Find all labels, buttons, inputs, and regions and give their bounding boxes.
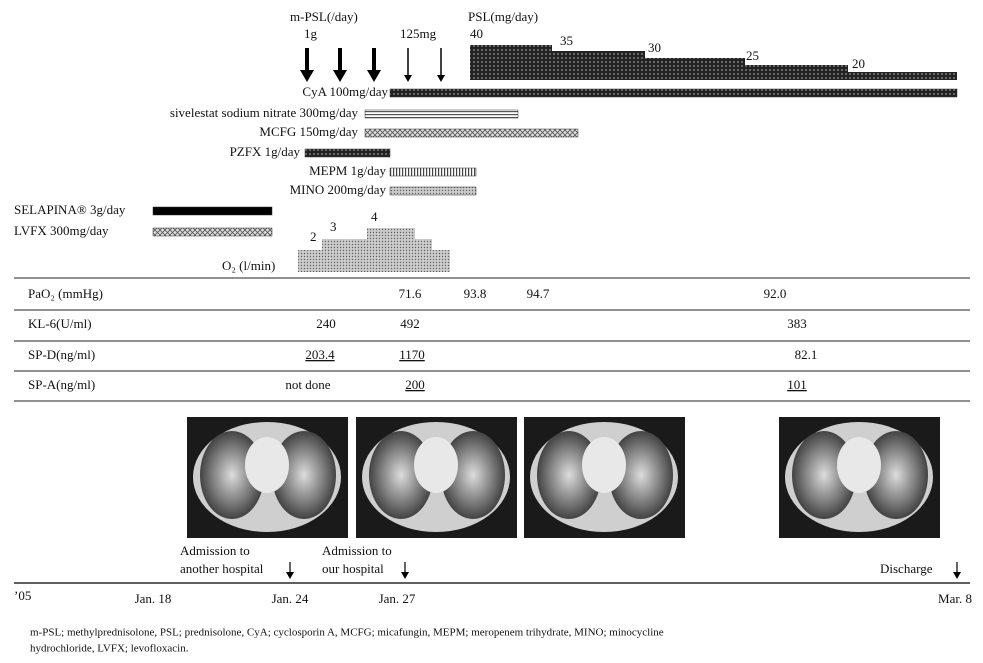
year: ’05 bbox=[14, 588, 31, 603]
treatment-bar bbox=[365, 129, 578, 137]
event-label: another hospital bbox=[180, 561, 264, 576]
psl-dose: 25 bbox=[746, 48, 759, 63]
date: Jan. 18 bbox=[135, 591, 172, 606]
event-label: Discharge bbox=[880, 561, 933, 576]
oxygen-level: 4 bbox=[371, 209, 378, 224]
oxygen-step bbox=[415, 239, 432, 272]
cell: 94.7 bbox=[527, 286, 550, 301]
treatment-bar bbox=[305, 149, 390, 157]
row-label: SP-A(ng/ml) bbox=[28, 377, 95, 392]
treatment-label: LVFX 300mg/day bbox=[14, 223, 109, 238]
cell: 203.4 bbox=[305, 347, 335, 362]
treatment-label: PZFX 1g/day bbox=[230, 144, 301, 159]
arrow-head bbox=[367, 70, 381, 82]
arrow-head bbox=[300, 70, 314, 82]
treatment-bar bbox=[390, 89, 957, 97]
event-label: Admission to bbox=[322, 543, 392, 558]
footnote: hydrochloride, LVFX; levofloxacin. bbox=[30, 643, 189, 655]
psl-dose: 40 bbox=[470, 26, 483, 41]
psl-bar bbox=[552, 51, 645, 80]
psl-dose: 20 bbox=[852, 56, 865, 71]
oxygen-label: O₂ (l/min) bbox=[222, 258, 275, 273]
cell: 93.8 bbox=[464, 286, 487, 301]
cell: 101 bbox=[787, 377, 807, 392]
cell: 92.0 bbox=[764, 286, 787, 301]
date: Mar. 8 bbox=[938, 591, 972, 606]
arrow-head bbox=[437, 75, 445, 82]
ct-heart bbox=[414, 437, 458, 493]
cell: 82.1 bbox=[795, 347, 818, 362]
cell: 1170 bbox=[399, 347, 425, 362]
treatment-label: MCFG 150mg/day bbox=[259, 124, 358, 139]
treatment-bar bbox=[153, 228, 272, 236]
arrow-head bbox=[333, 70, 347, 82]
date: Jan. 27 bbox=[379, 591, 416, 606]
cell: 71.6 bbox=[399, 286, 422, 301]
treatment-label: SELAPINA® 3g/day bbox=[14, 202, 126, 217]
arrow-head bbox=[401, 572, 409, 579]
oxygen-step bbox=[298, 250, 322, 272]
figure: m-PSL(/day) 1g 125mg PSL(mg/day) 40 35 30 25 20 C… bbox=[0, 0, 983, 663]
psl-label: PSL(mg/day) bbox=[468, 9, 538, 24]
footnote: m-PSL; methylprednisolone, PSL; predniso… bbox=[30, 627, 664, 639]
cell: 492 bbox=[400, 316, 420, 331]
event-label: our hospital bbox=[322, 561, 384, 576]
psl-bar bbox=[645, 58, 745, 80]
treatment-bar bbox=[365, 110, 518, 118]
psl-bar bbox=[470, 45, 552, 80]
row-label: KL-6(U/ml) bbox=[28, 316, 92, 331]
oxygen-level: 2 bbox=[310, 229, 317, 244]
oxygen-step bbox=[432, 250, 450, 272]
treatment-bar bbox=[390, 187, 476, 195]
mpsl-label: m-PSL(/day) bbox=[290, 9, 358, 24]
ct-heart bbox=[837, 437, 881, 493]
treatment-label: sivelestat sodium nitrate 300mg/day bbox=[170, 105, 359, 120]
treatment-label: MINO 200mg/day bbox=[290, 182, 387, 197]
cell: not done bbox=[285, 377, 330, 392]
event-label: Admission to bbox=[180, 543, 250, 558]
date: Jan. 24 bbox=[272, 591, 309, 606]
treatment-bar bbox=[153, 207, 272, 215]
treatment-label: CyA 100mg/day bbox=[302, 84, 388, 99]
mpsl-dose: 125mg bbox=[400, 26, 437, 41]
treatment-bar bbox=[390, 168, 476, 176]
row-label: PaO₂ (mmHg) bbox=[28, 286, 103, 301]
arrow-head bbox=[404, 75, 412, 82]
oxygen-level: 3 bbox=[330, 219, 337, 234]
psl-bar bbox=[745, 65, 848, 80]
cell: 240 bbox=[316, 316, 336, 331]
cell: 200 bbox=[405, 377, 425, 392]
psl-bar bbox=[848, 72, 957, 80]
oxygen-step bbox=[322, 239, 367, 272]
arrow-head bbox=[953, 572, 961, 579]
mpsl-dose: 1g bbox=[304, 26, 318, 41]
ct-heart bbox=[245, 437, 289, 493]
treatment-label: MEPM 1g/day bbox=[309, 163, 386, 178]
psl-dose: 35 bbox=[560, 33, 573, 48]
arrow-head bbox=[286, 572, 294, 579]
row-label: SP-D(ng/ml) bbox=[28, 347, 95, 362]
psl-dose: 30 bbox=[648, 40, 661, 55]
ct-heart bbox=[582, 437, 626, 493]
cell: 383 bbox=[787, 316, 807, 331]
oxygen-step bbox=[367, 228, 415, 272]
